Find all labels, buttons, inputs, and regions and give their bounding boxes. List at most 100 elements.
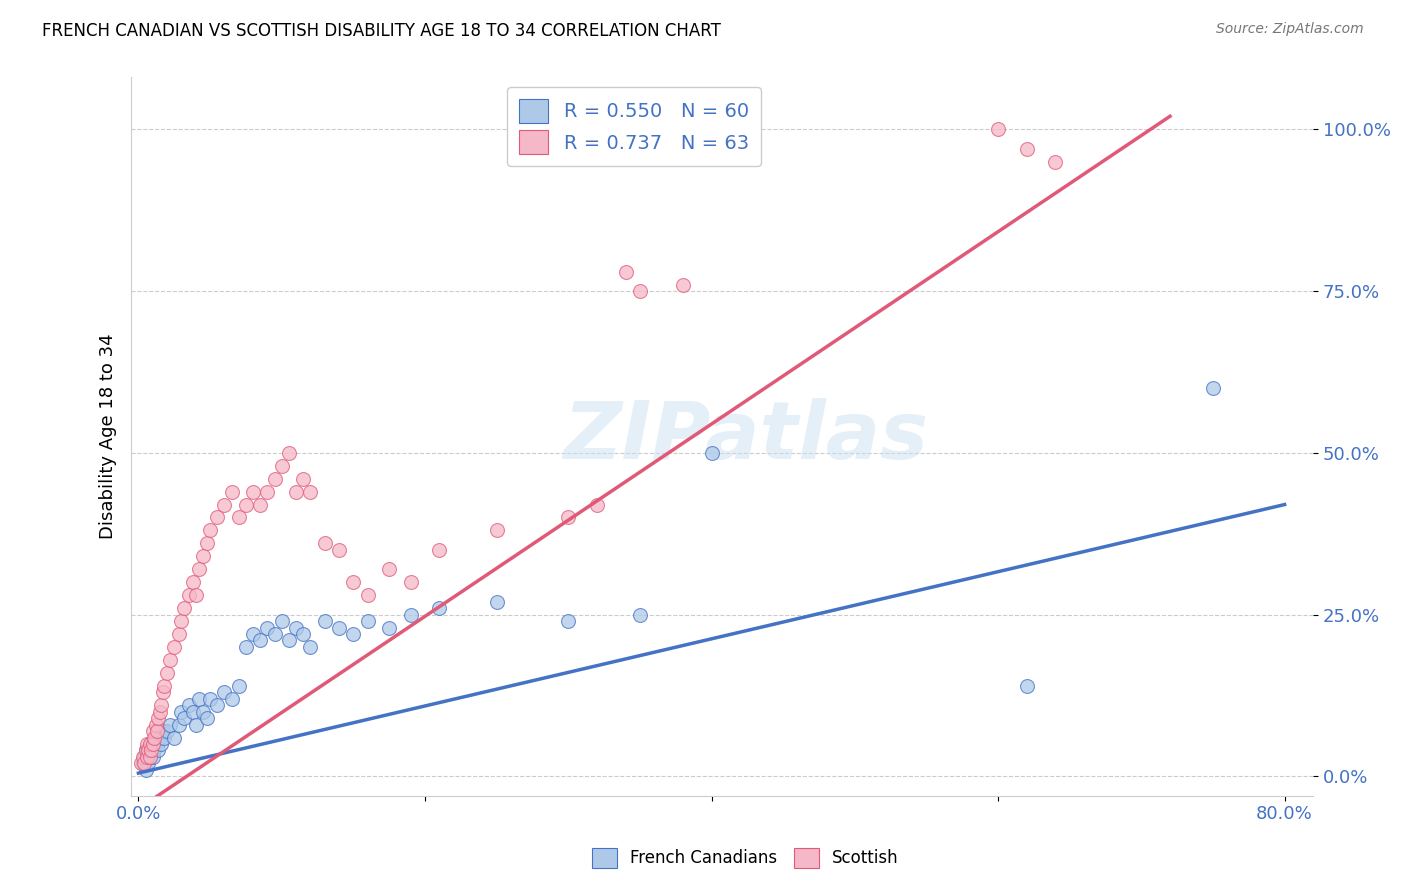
Point [167, 627, 190, 641]
Point [163, 731, 186, 745]
Point [153, 731, 176, 745]
Point [242, 484, 264, 499]
Point [181, 705, 204, 719]
Point [134, 756, 156, 771]
Point [139, 750, 162, 764]
Point [138, 743, 160, 757]
Point [163, 640, 186, 654]
Point [314, 536, 336, 550]
Point [136, 750, 159, 764]
Point [195, 536, 218, 550]
Point [586, 498, 609, 512]
Point [153, 679, 176, 693]
Point [152, 724, 174, 739]
Point [142, 724, 165, 739]
Point [191, 705, 214, 719]
Point [328, 620, 350, 634]
Point [139, 737, 162, 751]
Point [256, 484, 278, 499]
Point [249, 498, 271, 512]
Y-axis label: Disability Age 18 to 34: Disability Age 18 to 34 [100, 334, 117, 540]
Point [142, 737, 165, 751]
Point [146, 724, 169, 739]
Point [557, 510, 579, 524]
Point [198, 691, 221, 706]
Point [138, 743, 160, 757]
Point [214, 685, 236, 699]
Point [141, 743, 163, 757]
Point [628, 284, 651, 298]
Point [614, 264, 637, 278]
Point [427, 542, 450, 557]
Point [270, 614, 292, 628]
Point [285, 484, 308, 499]
Point [191, 549, 214, 564]
Point [235, 498, 257, 512]
Point [139, 737, 162, 751]
Point [270, 458, 292, 473]
Point [148, 711, 170, 725]
Text: FRENCH CANADIAN VS SCOTTISH DISABILITY AGE 18 TO 34 CORRELATION CHART: FRENCH CANADIAN VS SCOTTISH DISABILITY A… [42, 22, 721, 40]
Point [399, 607, 422, 622]
Point [173, 601, 195, 615]
Point [256, 620, 278, 634]
Point [263, 627, 285, 641]
Point [342, 627, 364, 641]
Point [142, 750, 165, 764]
Point [159, 653, 181, 667]
Point [235, 640, 257, 654]
Point [292, 472, 315, 486]
Point [356, 588, 378, 602]
Point [132, 750, 155, 764]
Point [378, 620, 401, 634]
Text: ZIPatlas: ZIPatlas [564, 398, 928, 475]
Point [148, 743, 170, 757]
Point [152, 685, 174, 699]
Point [187, 691, 209, 706]
Point [700, 446, 723, 460]
Point [129, 756, 152, 771]
Point [285, 620, 308, 634]
Point [173, 711, 195, 725]
Point [1202, 381, 1225, 395]
Point [132, 756, 155, 771]
Point [221, 484, 243, 499]
Point [427, 601, 450, 615]
Point [170, 614, 193, 628]
Point [314, 614, 336, 628]
Point [356, 614, 378, 628]
Point [150, 698, 173, 713]
Point [249, 633, 271, 648]
Point [263, 472, 285, 486]
Point [205, 510, 228, 524]
Point [142, 737, 165, 751]
Point [184, 717, 207, 731]
Point [198, 524, 221, 538]
Point [143, 743, 166, 757]
Point [135, 743, 157, 757]
Point [181, 575, 204, 590]
Point [159, 717, 181, 731]
Point [156, 724, 179, 739]
Point [135, 743, 157, 757]
Point [328, 542, 350, 557]
Point [134, 750, 156, 764]
Point [195, 711, 218, 725]
Point [214, 498, 236, 512]
Point [156, 665, 179, 680]
Point [557, 614, 579, 628]
Point [399, 575, 422, 590]
Point [149, 731, 172, 745]
Point [177, 588, 200, 602]
Point [145, 731, 167, 745]
Point [1045, 154, 1067, 169]
Point [292, 627, 315, 641]
Point [277, 446, 299, 460]
Point [184, 588, 207, 602]
Point [145, 717, 167, 731]
Point [135, 763, 157, 777]
Point [146, 737, 169, 751]
Point [143, 731, 166, 745]
Point [228, 679, 250, 693]
Text: Source: ZipAtlas.com: Source: ZipAtlas.com [1216, 22, 1364, 37]
